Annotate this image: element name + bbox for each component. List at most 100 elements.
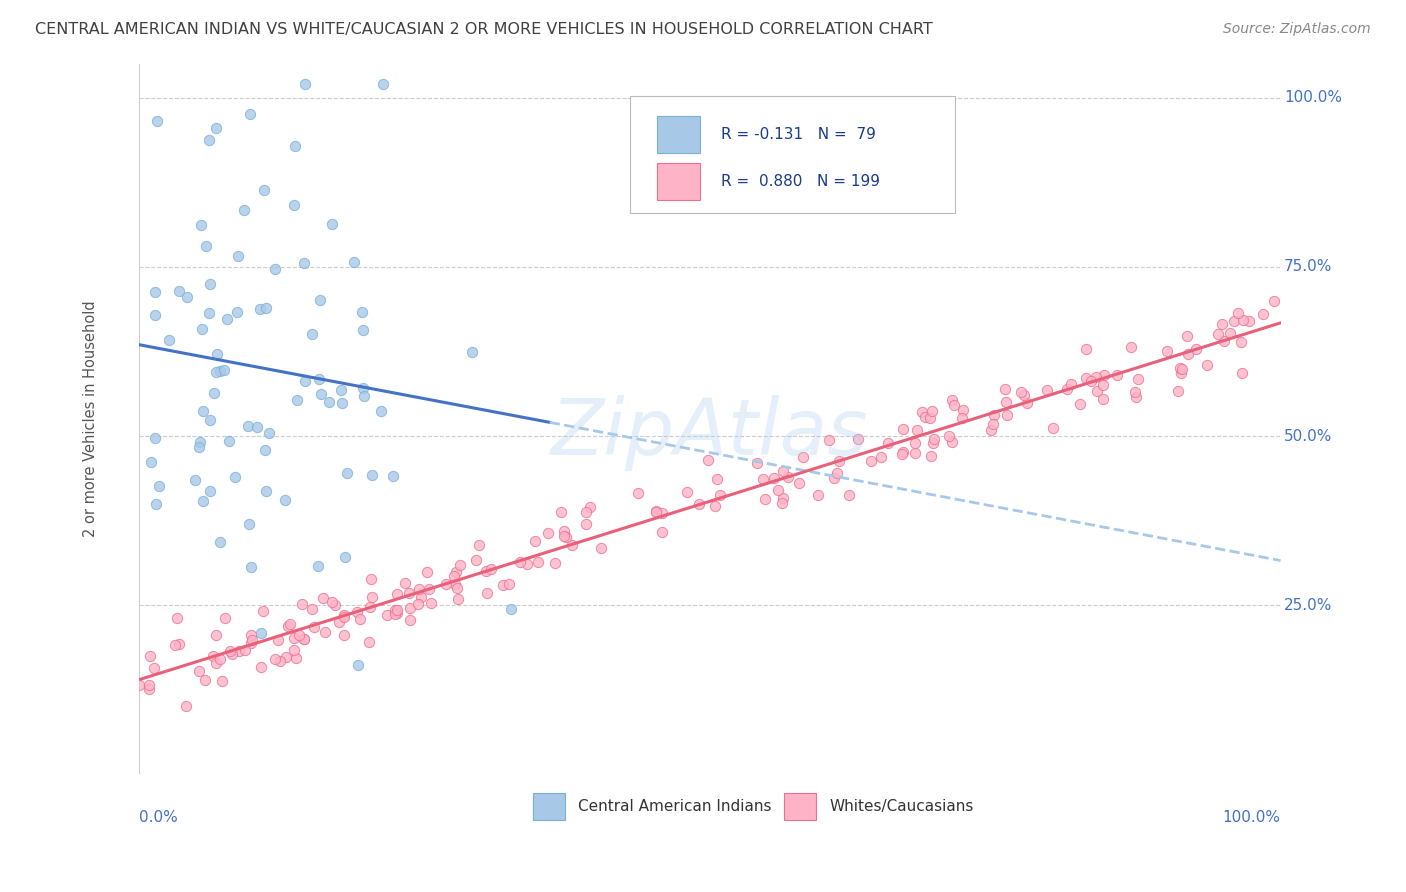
Point <box>294 78 316 92</box>
Point <box>387 606 409 620</box>
Point <box>205 365 228 379</box>
Point <box>1219 326 1241 340</box>
Point <box>198 484 221 499</box>
Point <box>922 432 945 446</box>
Point <box>752 472 775 486</box>
Point <box>318 395 340 409</box>
Point <box>1010 385 1032 400</box>
Point <box>226 305 249 319</box>
Point <box>352 323 374 337</box>
Point <box>1170 366 1192 380</box>
Point <box>904 436 927 450</box>
Text: 75.0%: 75.0% <box>1284 260 1333 275</box>
Point <box>361 590 384 604</box>
Point <box>292 632 315 647</box>
Point <box>398 601 420 615</box>
Point <box>352 304 374 318</box>
Point <box>1091 377 1114 392</box>
Point <box>1232 366 1254 380</box>
Point <box>277 619 299 633</box>
Point <box>233 203 256 218</box>
Point <box>645 504 668 518</box>
Point <box>240 628 263 642</box>
Text: Whites/Caucasians: Whites/Caucasians <box>830 799 974 814</box>
Point <box>307 559 329 574</box>
Point <box>240 560 263 574</box>
Point <box>703 499 725 513</box>
Point <box>218 644 240 658</box>
Point <box>194 673 217 688</box>
Bar <box>533 793 565 821</box>
Point <box>139 649 162 664</box>
Point <box>1126 372 1149 386</box>
Point <box>1167 384 1189 398</box>
Point <box>287 392 309 407</box>
Point <box>333 610 356 624</box>
Text: Source: ZipAtlas.com: Source: ZipAtlas.com <box>1223 22 1371 37</box>
Point <box>914 409 936 424</box>
Point <box>253 182 276 196</box>
Point <box>254 301 277 315</box>
Text: 50.0%: 50.0% <box>1284 428 1333 443</box>
Point <box>1168 360 1191 375</box>
Point <box>754 491 776 506</box>
Point <box>465 553 488 567</box>
Point <box>323 598 346 612</box>
Point <box>443 568 465 582</box>
Point <box>361 467 384 482</box>
Point <box>200 277 222 291</box>
Bar <box>657 163 700 200</box>
Point <box>294 374 316 388</box>
Point <box>818 434 841 448</box>
Point <box>357 635 380 649</box>
Point <box>349 612 371 626</box>
Point <box>353 389 375 403</box>
Point <box>333 550 356 565</box>
Point <box>1195 358 1218 372</box>
Point <box>921 436 943 450</box>
Point <box>763 471 786 485</box>
Point <box>207 347 229 361</box>
Point <box>224 470 246 484</box>
Point <box>941 392 963 407</box>
Point <box>772 491 794 505</box>
Point <box>651 506 673 520</box>
Point <box>292 256 315 270</box>
Point <box>825 467 848 481</box>
Point <box>360 572 382 586</box>
Point <box>891 447 914 461</box>
Point <box>499 602 522 616</box>
Point <box>184 473 207 487</box>
Point <box>446 581 468 595</box>
Point <box>138 678 160 692</box>
Point <box>983 409 1005 423</box>
Point <box>651 525 673 540</box>
Bar <box>657 116 700 153</box>
Point <box>314 624 336 639</box>
Point <box>387 587 409 601</box>
Point <box>1185 342 1208 356</box>
Point <box>264 652 287 666</box>
Point <box>1092 368 1115 382</box>
Point <box>420 596 443 610</box>
Text: R =  0.880   N = 199: R = 0.880 N = 199 <box>721 174 880 189</box>
Point <box>163 638 186 652</box>
Point <box>190 219 212 233</box>
Point <box>267 633 290 648</box>
Text: CENTRAL AMERICAN INDIAN VS WHITE/CAUCASIAN 2 OR MORE VEHICLES IN HOUSEHOLD CORRE: CENTRAL AMERICAN INDIAN VS WHITE/CAUCASI… <box>35 22 934 37</box>
Point <box>1206 326 1229 341</box>
Point <box>787 476 810 491</box>
Point <box>346 606 368 620</box>
Point <box>1211 318 1233 332</box>
Point <box>201 649 224 664</box>
Point <box>221 647 243 661</box>
Point <box>1253 307 1275 321</box>
Point <box>176 698 198 713</box>
Point <box>877 435 900 450</box>
Point <box>479 562 502 576</box>
Point <box>145 497 167 511</box>
Point <box>157 333 180 347</box>
Point <box>554 530 576 544</box>
Point <box>1074 371 1097 385</box>
Point <box>208 651 231 665</box>
